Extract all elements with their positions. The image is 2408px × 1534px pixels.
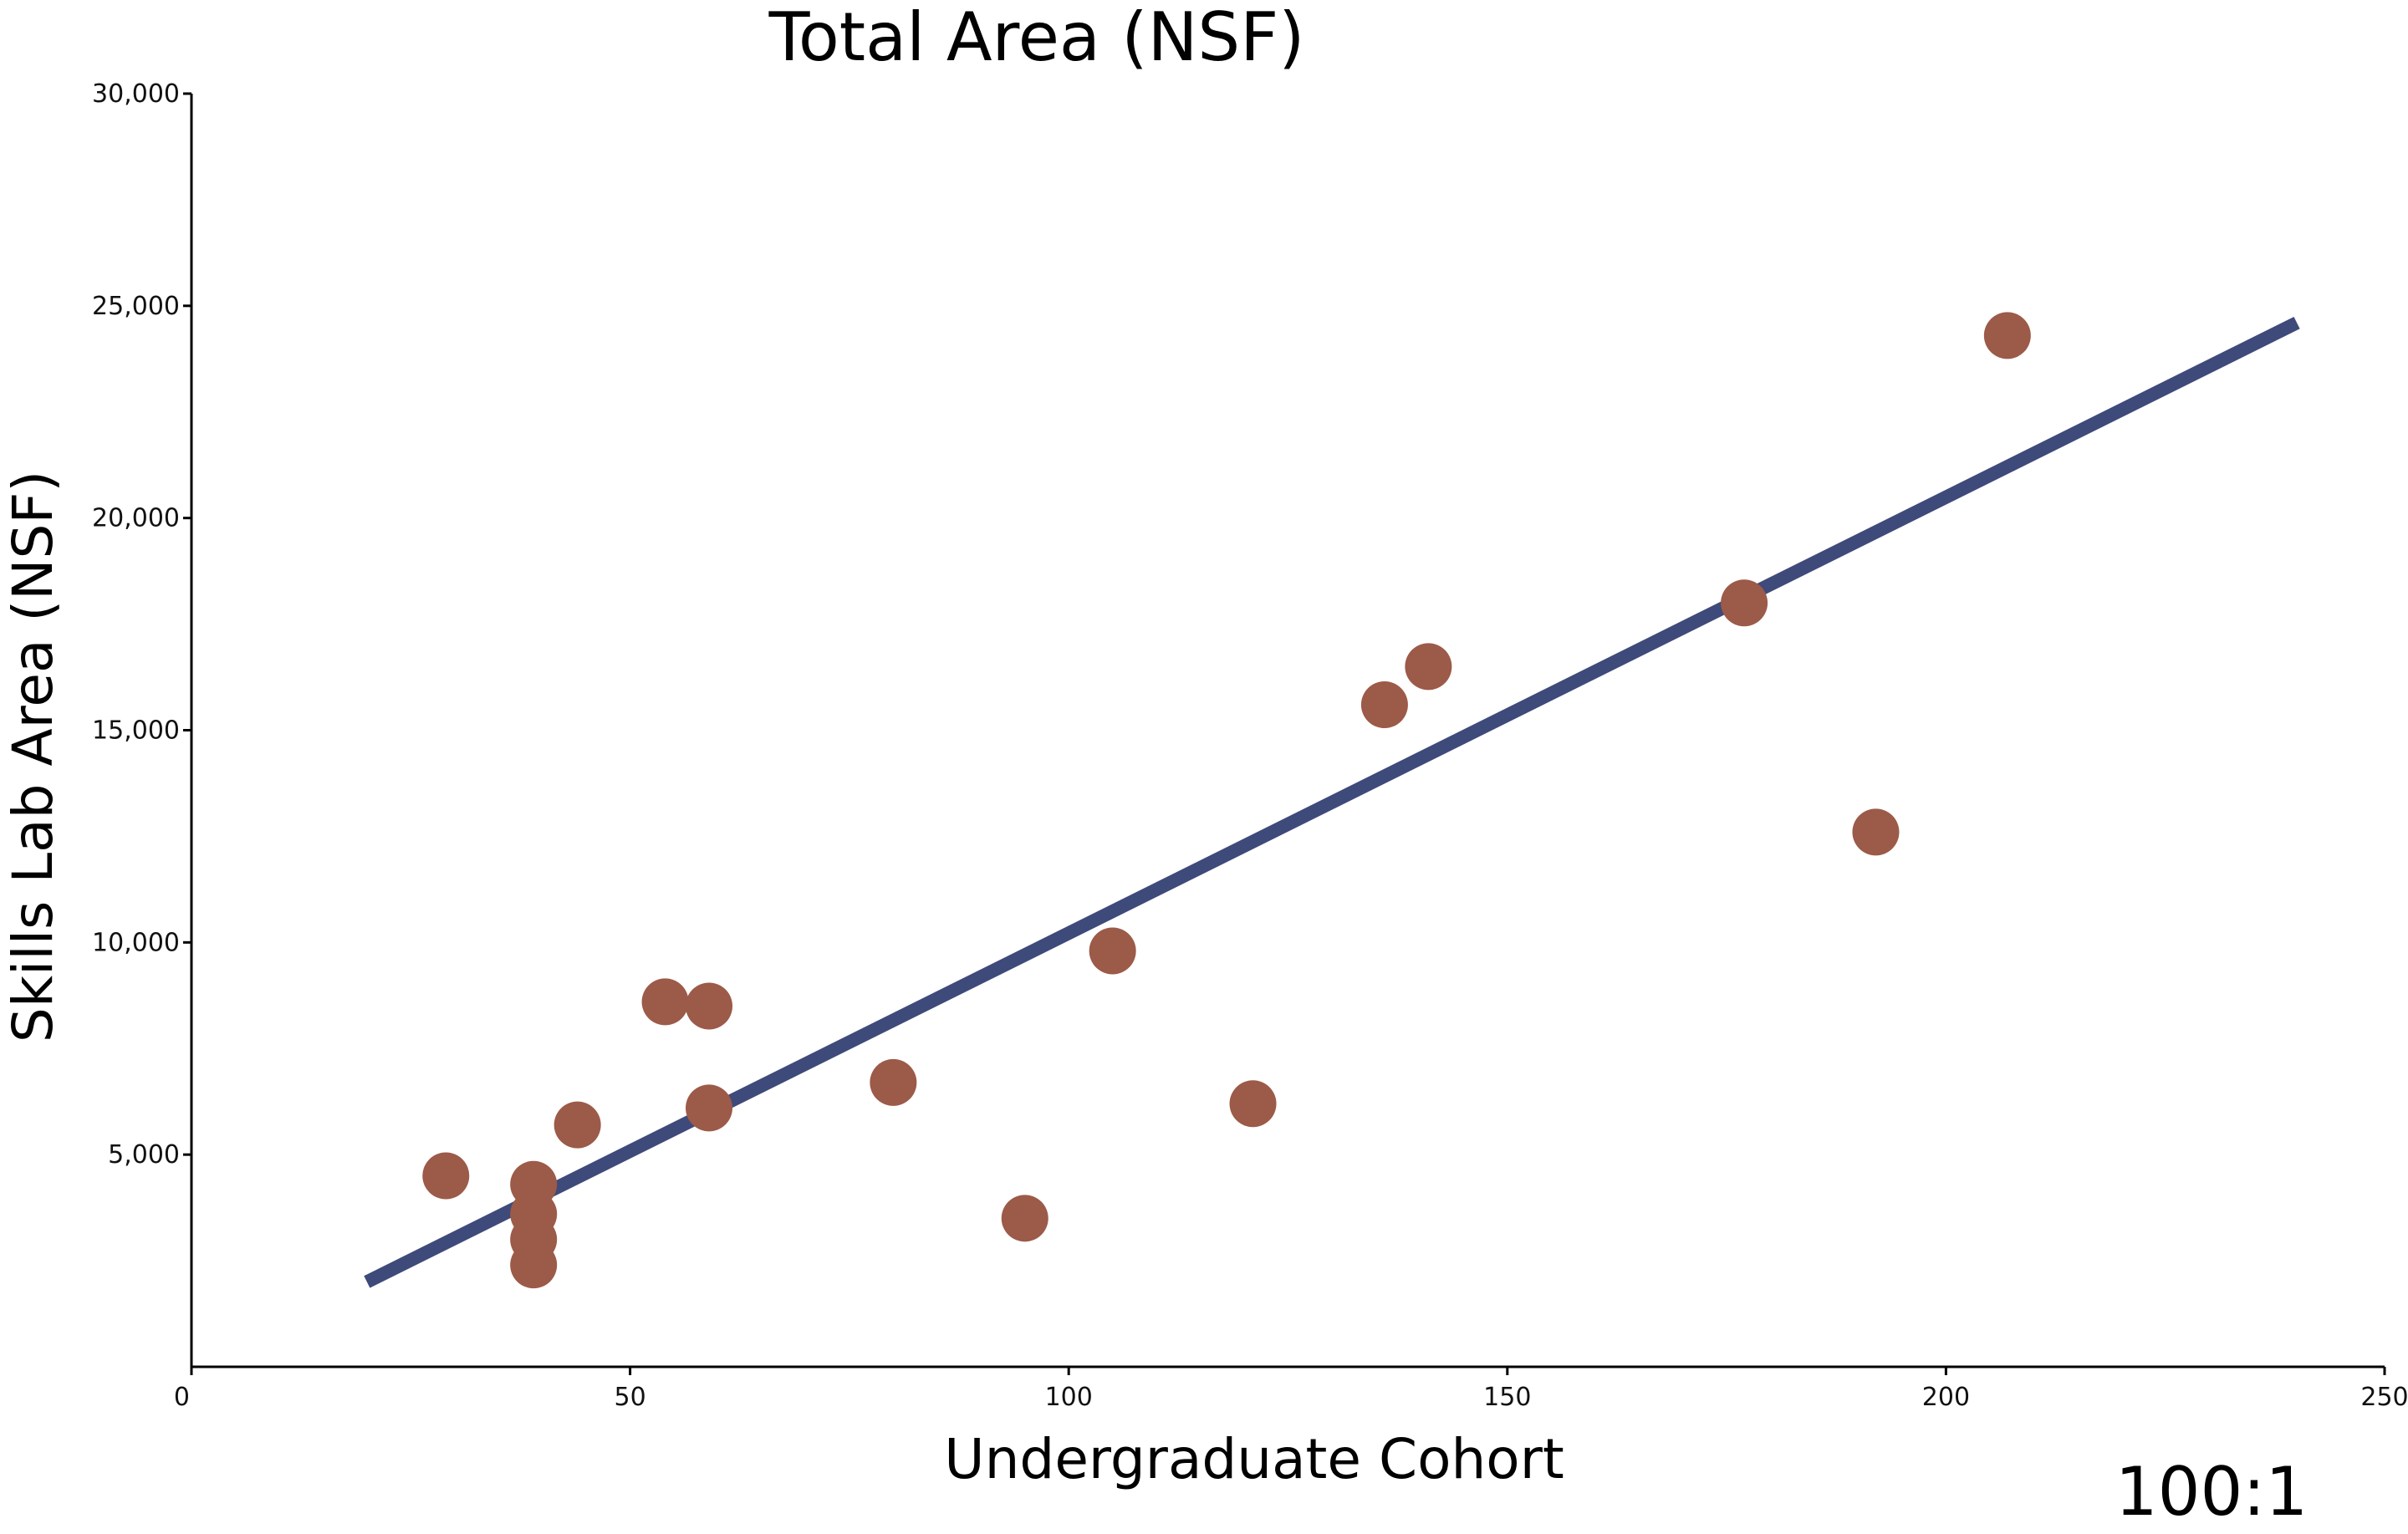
x-axis-title: Undergraduate Cohort — [944, 1427, 1564, 1491]
y-tick-label: 15,000 — [92, 716, 180, 746]
chart-title: Total Area (NSF) — [768, 0, 1305, 76]
data-point — [422, 1152, 470, 1200]
data-point — [1852, 808, 1900, 856]
y-tick-label: 5,000 — [108, 1140, 180, 1170]
data-point — [1405, 643, 1452, 691]
x-tick-label: 50 — [615, 1383, 646, 1412]
y-tick-label: 10,000 — [92, 928, 180, 957]
x-tick-label: 250 — [2360, 1383, 2408, 1412]
x-tick-label: 200 — [1922, 1383, 1970, 1412]
data-point — [510, 1241, 558, 1289]
data-point — [870, 1058, 917, 1106]
y-tick-label: 20,000 — [92, 504, 180, 533]
data-point — [1983, 312, 2031, 359]
trend-line-group — [364, 316, 2300, 1288]
data-point — [1229, 1080, 1277, 1128]
trend-line — [364, 316, 2300, 1288]
x-axis-ticks: 0 50 100 150 200 250 — [174, 1367, 2408, 1412]
data-point — [686, 982, 733, 1030]
y-axis-title: Skills Lab Area (NSF) — [1, 471, 65, 1042]
data-points — [422, 312, 2031, 1289]
y-tick-label: 25,000 — [92, 292, 180, 321]
y-axis-ticks: 5,000 10,000 15,000 20,000 25,000 30,000 — [92, 79, 191, 1170]
x-tick-label: 150 — [1483, 1383, 1531, 1412]
y-tick-label: 30,000 — [92, 79, 180, 109]
x-tick-label: 100 — [1045, 1383, 1093, 1412]
data-point — [1721, 579, 1768, 627]
data-point — [1360, 681, 1408, 729]
x-tick-label: 0 — [174, 1383, 190, 1412]
data-point — [686, 1084, 733, 1132]
ratio-annotation: 100:1 — [2115, 1453, 2309, 1531]
data-point — [554, 1101, 601, 1149]
data-point — [1001, 1195, 1048, 1242]
data-point — [641, 978, 689, 1026]
data-point — [1089, 927, 1136, 975]
